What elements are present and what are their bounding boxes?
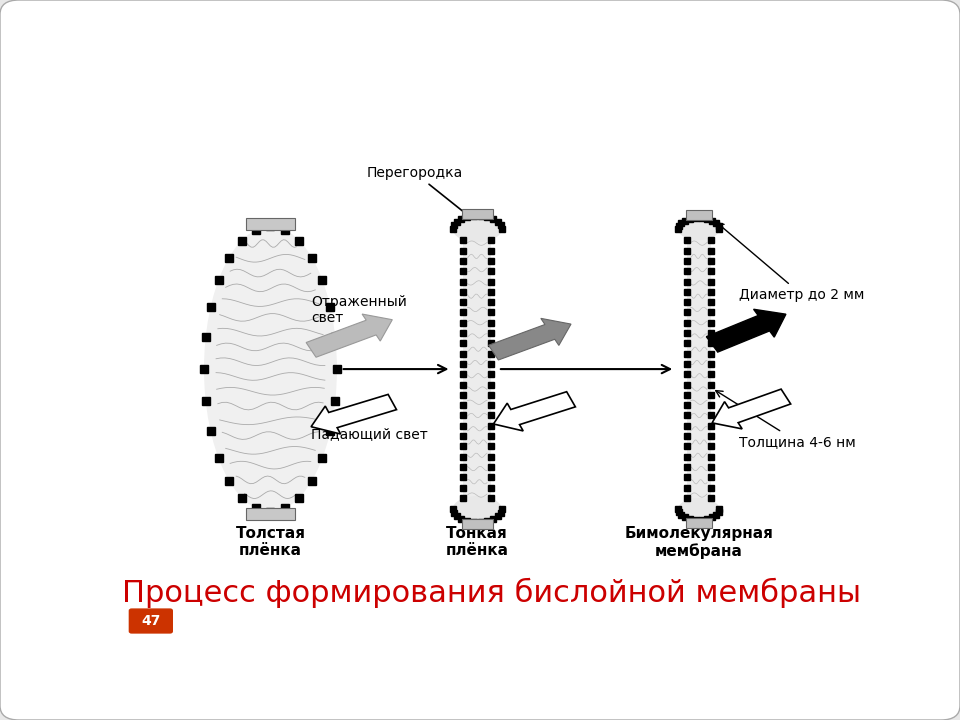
- Bar: [246, 508, 296, 521]
- Ellipse shape: [678, 498, 719, 520]
- Text: Толщина 4-6 нм: Толщина 4-6 нм: [716, 390, 856, 449]
- Text: Тонкая
плёнка: Тонкая плёнка: [445, 526, 509, 558]
- Text: Бимолекулярная
мембрана: Бимолекулярная мембрана: [624, 526, 773, 559]
- FancyBboxPatch shape: [129, 608, 173, 634]
- Text: Процесс формирования бислойной мембраны: Процесс формирования бислойной мембраны: [123, 577, 861, 608]
- Text: 47: 47: [141, 614, 160, 628]
- Bar: [462, 519, 492, 529]
- FancyArrow shape: [489, 318, 571, 360]
- Bar: [685, 210, 711, 220]
- Text: Падающий свет: Падающий свет: [311, 427, 428, 441]
- Ellipse shape: [204, 226, 337, 512]
- FancyArrow shape: [707, 310, 786, 352]
- FancyArrow shape: [311, 395, 396, 434]
- Bar: [246, 218, 296, 230]
- Bar: [685, 518, 711, 528]
- Ellipse shape: [678, 218, 719, 240]
- Ellipse shape: [453, 216, 502, 242]
- Bar: [687, 229, 710, 509]
- Text: Отраженный
свет: Отраженный свет: [311, 295, 407, 325]
- Text: Толстая
плёнка: Толстая плёнка: [235, 526, 305, 558]
- FancyArrow shape: [493, 392, 575, 431]
- FancyArrow shape: [712, 389, 791, 429]
- Bar: [462, 209, 492, 219]
- Bar: [464, 229, 492, 509]
- Ellipse shape: [453, 496, 502, 522]
- Text: Перегородка: Перегородка: [367, 166, 469, 217]
- FancyArrow shape: [306, 314, 393, 357]
- Text: Диаметр до 2 мм: Диаметр до 2 мм: [717, 222, 865, 302]
